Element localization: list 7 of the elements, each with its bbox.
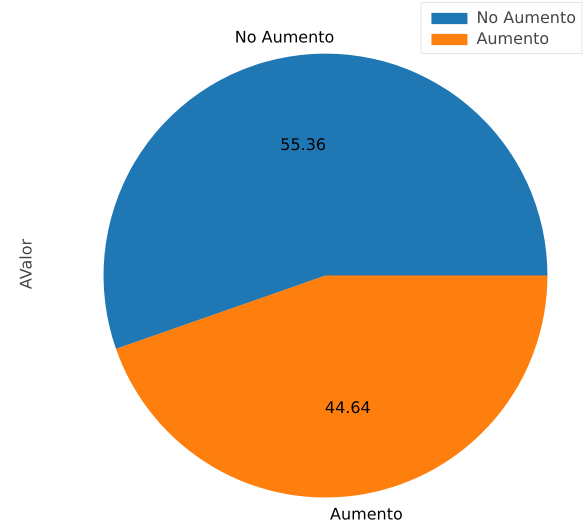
legend-label: No Aumento bbox=[476, 8, 576, 27]
slice-label: Aumento bbox=[330, 504, 403, 524]
data-label: 44.64 bbox=[324, 398, 371, 417]
data-label: 55.36 bbox=[280, 135, 326, 154]
slice-label: No Aumento bbox=[234, 28, 334, 46]
legend-label: Aumento bbox=[476, 29, 550, 48]
text: AValor bbox=[16, 238, 36, 290]
